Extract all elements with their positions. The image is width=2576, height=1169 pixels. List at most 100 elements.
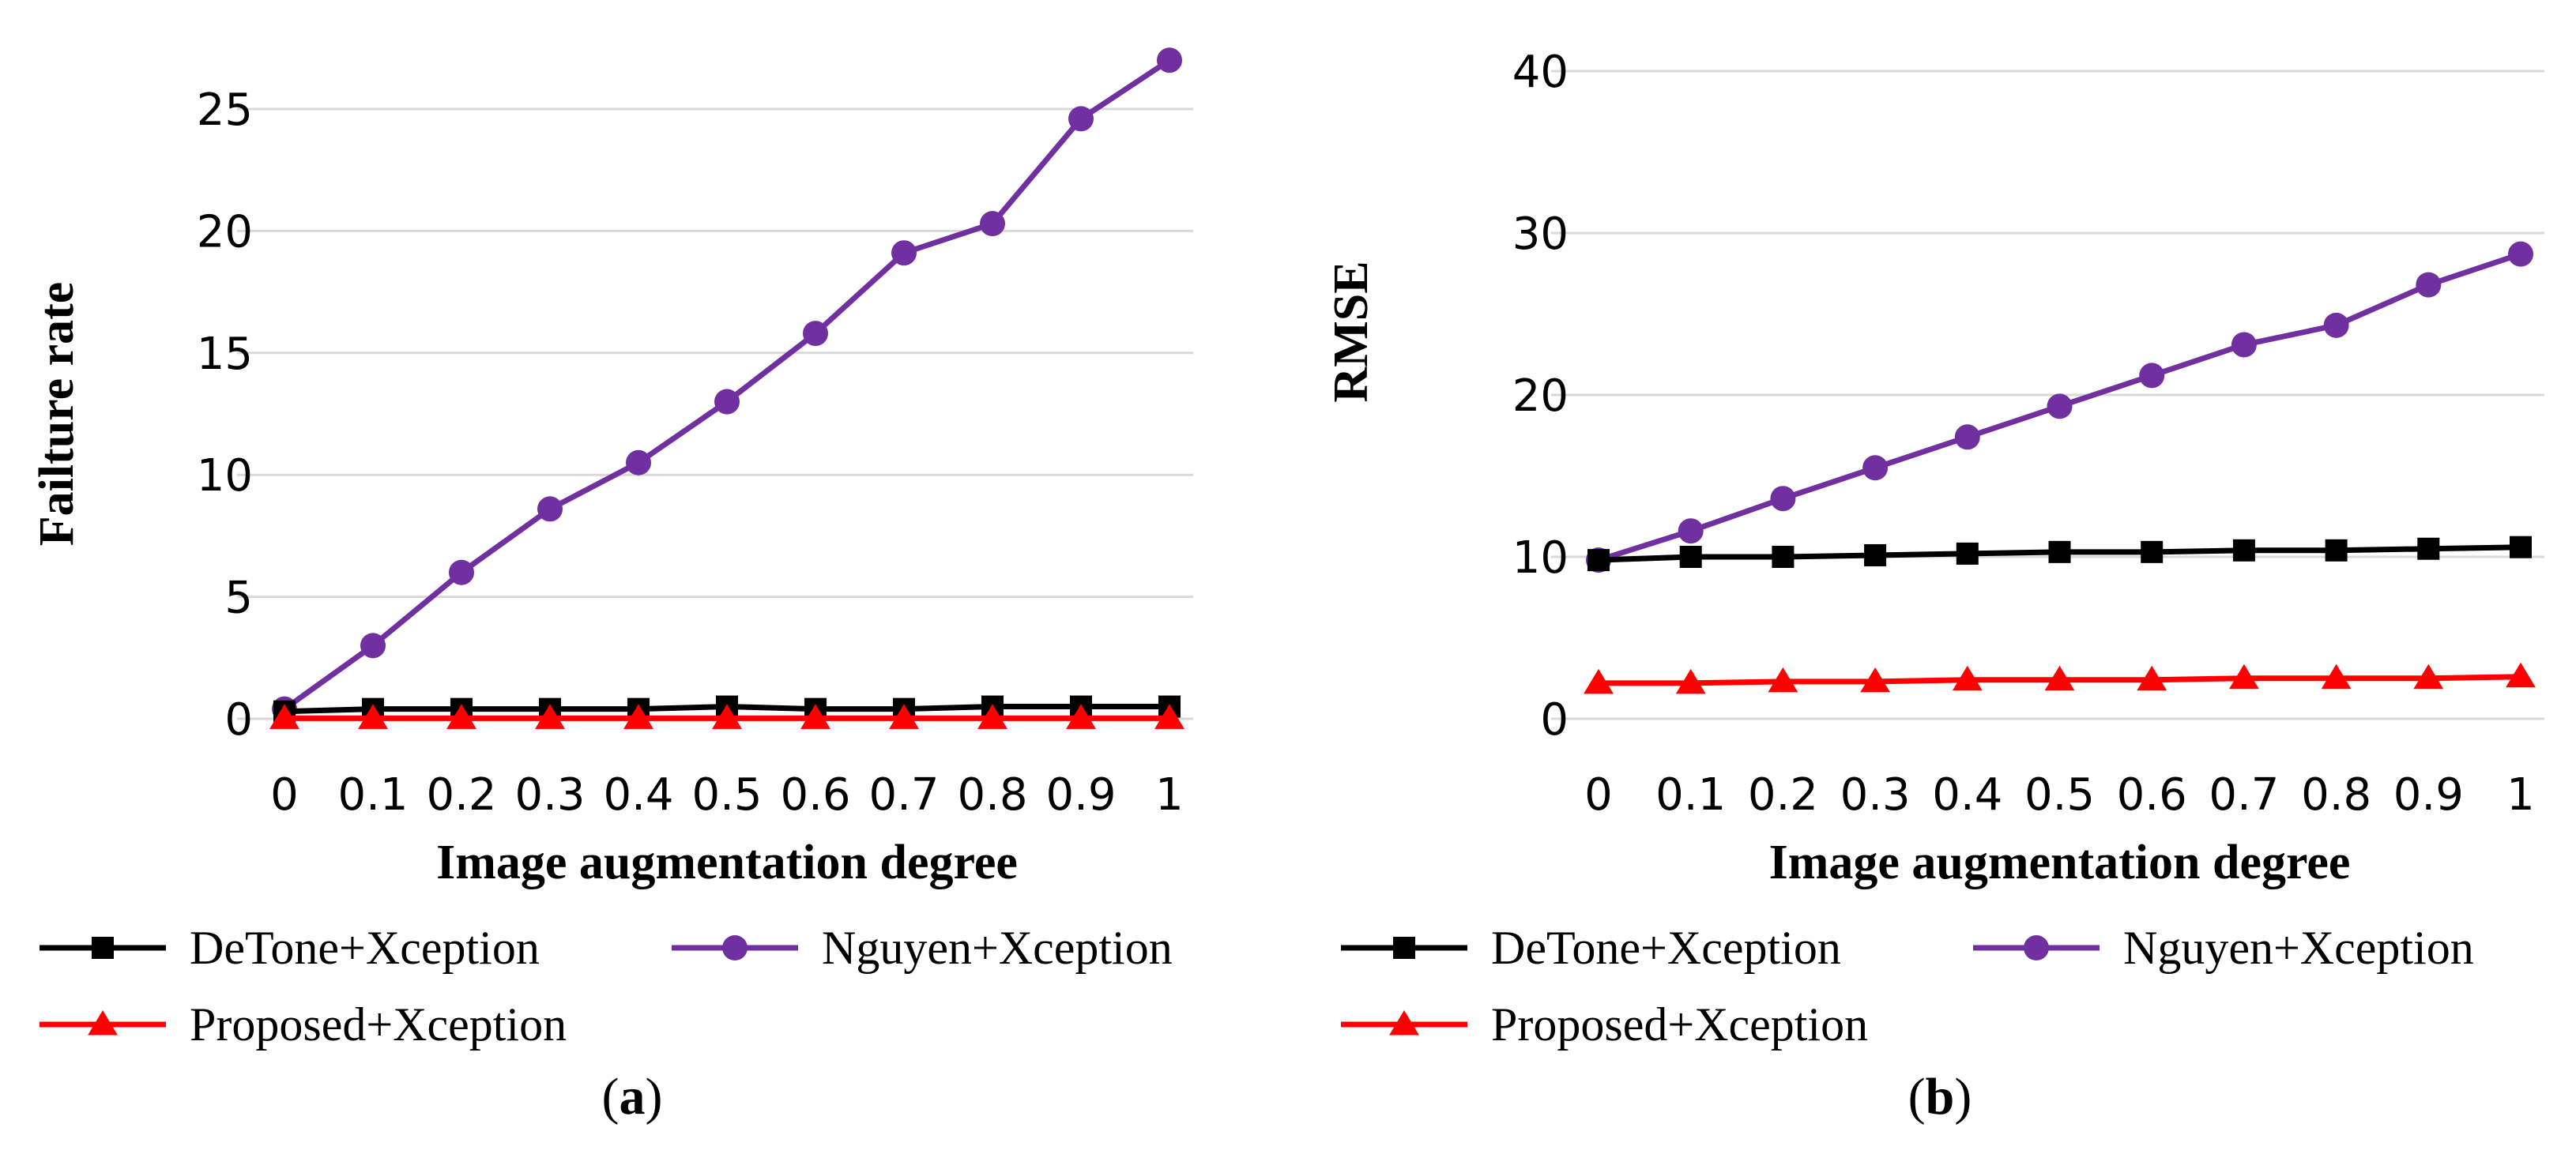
x-tick-label: 0.2 — [1748, 769, 1818, 821]
x-tick-label: 0 — [270, 769, 299, 821]
legend-item-nguyen-xception: Nguyen+Xception — [1973, 922, 2474, 974]
series-proposed-xception — [1584, 662, 2536, 694]
data-point — [269, 704, 299, 729]
x-tick-label: 0.7 — [868, 769, 939, 821]
data-point — [2047, 393, 2073, 419]
data-point — [623, 704, 653, 729]
y-tick-label: 30 — [1512, 209, 1569, 260]
data-point — [535, 704, 565, 729]
legend-label: Proposed+Xception — [1491, 998, 1868, 1051]
series-proposed-xception — [269, 704, 1184, 729]
data-point — [2413, 663, 2444, 690]
legend-marker — [92, 937, 114, 959]
x-tick-label: 0.7 — [2209, 769, 2279, 821]
data-point — [1952, 665, 1983, 691]
y-axis-title: RMSE — [1324, 261, 1378, 402]
legend-marker — [2024, 935, 2049, 960]
data-point — [714, 389, 740, 415]
legend-marker — [1389, 1010, 1419, 1036]
y-tick-label: 20 — [197, 206, 253, 257]
legend-label: DeTone+Xception — [190, 922, 540, 974]
legend-label: DeTone+Xception — [1491, 922, 1841, 974]
x-tick-label: 0.2 — [426, 769, 496, 821]
legend-marker — [88, 1010, 118, 1036]
data-point — [891, 240, 917, 266]
series-line — [282, 58, 1171, 712]
x-axis-title: Image augmentation degree — [1769, 836, 2351, 889]
data-point — [1956, 542, 1979, 565]
x-tick-label: 1 — [2506, 769, 2535, 821]
legend-label: Nguyen+Xception — [2123, 922, 2474, 974]
x-tick-label: 0.4 — [603, 769, 673, 821]
y-axis-title: Failture rate — [30, 282, 84, 547]
data-point — [2323, 312, 2349, 338]
data-point — [889, 704, 919, 729]
y-tick-label: 10 — [1512, 532, 1569, 584]
series-detone-xception — [1587, 536, 2532, 572]
data-point — [712, 704, 742, 729]
series-nguyen-xception — [1586, 241, 2533, 573]
data-point — [2508, 241, 2533, 267]
legend-label: Nguyen+Xception — [822, 922, 1173, 974]
y-tick-label: 5 — [224, 573, 253, 624]
data-point — [977, 704, 1007, 729]
panel-b: 0 10 20 30 40 0 0.1 0.2 0.3 0.4 0.5 0.6 0.7 0.8 0.9 1 Im… — [1324, 47, 2544, 1126]
y-tick-label: 25 — [197, 85, 253, 136]
data-point — [1584, 668, 1614, 694]
data-point — [1772, 546, 1795, 568]
legend-label: Proposed+Xception — [190, 998, 567, 1051]
data-point — [2137, 665, 2167, 691]
legend-item-proposed-xception: Proposed+Xception — [40, 998, 567, 1051]
data-point — [2231, 332, 2257, 358]
data-point — [980, 211, 1005, 237]
panel-label: (b) — [1908, 1068, 1972, 1126]
data-point — [2510, 536, 2532, 558]
y-tick-label: 40 — [1512, 47, 1569, 98]
x-tick-label: 0.5 — [691, 769, 762, 821]
data-point — [1679, 546, 1702, 568]
x-axis-title: Image augmentation degree — [436, 836, 1018, 889]
data-point — [1864, 543, 1887, 566]
x-tick-label: 0.9 — [2393, 769, 2464, 821]
data-point — [1068, 106, 1094, 132]
data-point — [449, 559, 474, 585]
data-point — [1954, 424, 1980, 450]
data-point — [1768, 667, 1798, 693]
data-point — [803, 321, 828, 347]
data-point — [1066, 704, 1096, 729]
data-point — [358, 704, 388, 729]
panel-label: (a) — [602, 1068, 663, 1126]
x-tick-label: 0.5 — [2024, 769, 2095, 821]
data-point — [1860, 667, 1890, 693]
x-tick-label: 1 — [1155, 769, 1184, 821]
data-point — [2048, 540, 2071, 563]
x-tick-label: 0.3 — [1840, 769, 1911, 821]
x-tick-label: 0.1 — [1655, 769, 1726, 821]
y-tick-label: 10 — [197, 450, 253, 502]
y-tick-label: 0 — [224, 694, 253, 746]
data-point — [626, 449, 651, 475]
legend-item-detone-xception: DeTone+Xception — [1341, 922, 1841, 974]
legend-marker — [722, 935, 748, 960]
data-point — [2506, 662, 2536, 688]
data-point — [800, 704, 830, 729]
data-point — [2417, 537, 2440, 560]
data-point — [1770, 486, 1796, 512]
data-point — [2229, 663, 2259, 690]
x-tick-label: 0.6 — [780, 769, 850, 821]
legend-item-proposed-xception: Proposed+Xception — [1341, 998, 1868, 1051]
x-tick-label: 0.4 — [1932, 769, 2002, 821]
x-tick-label: 0 — [1584, 769, 1613, 821]
x-tick-label: 0.6 — [2117, 769, 2187, 821]
data-point — [2232, 539, 2255, 562]
data-point — [1157, 47, 1182, 73]
x-tick-label: 0.8 — [2301, 769, 2371, 821]
data-point — [1678, 518, 1704, 544]
x-tick-label: 0.3 — [514, 769, 585, 821]
legend-item-nguyen-xception: Nguyen+Xception — [672, 922, 1173, 974]
y-tick-label: 15 — [197, 329, 253, 380]
data-point — [1862, 455, 1889, 481]
legend-marker — [1393, 937, 1415, 959]
